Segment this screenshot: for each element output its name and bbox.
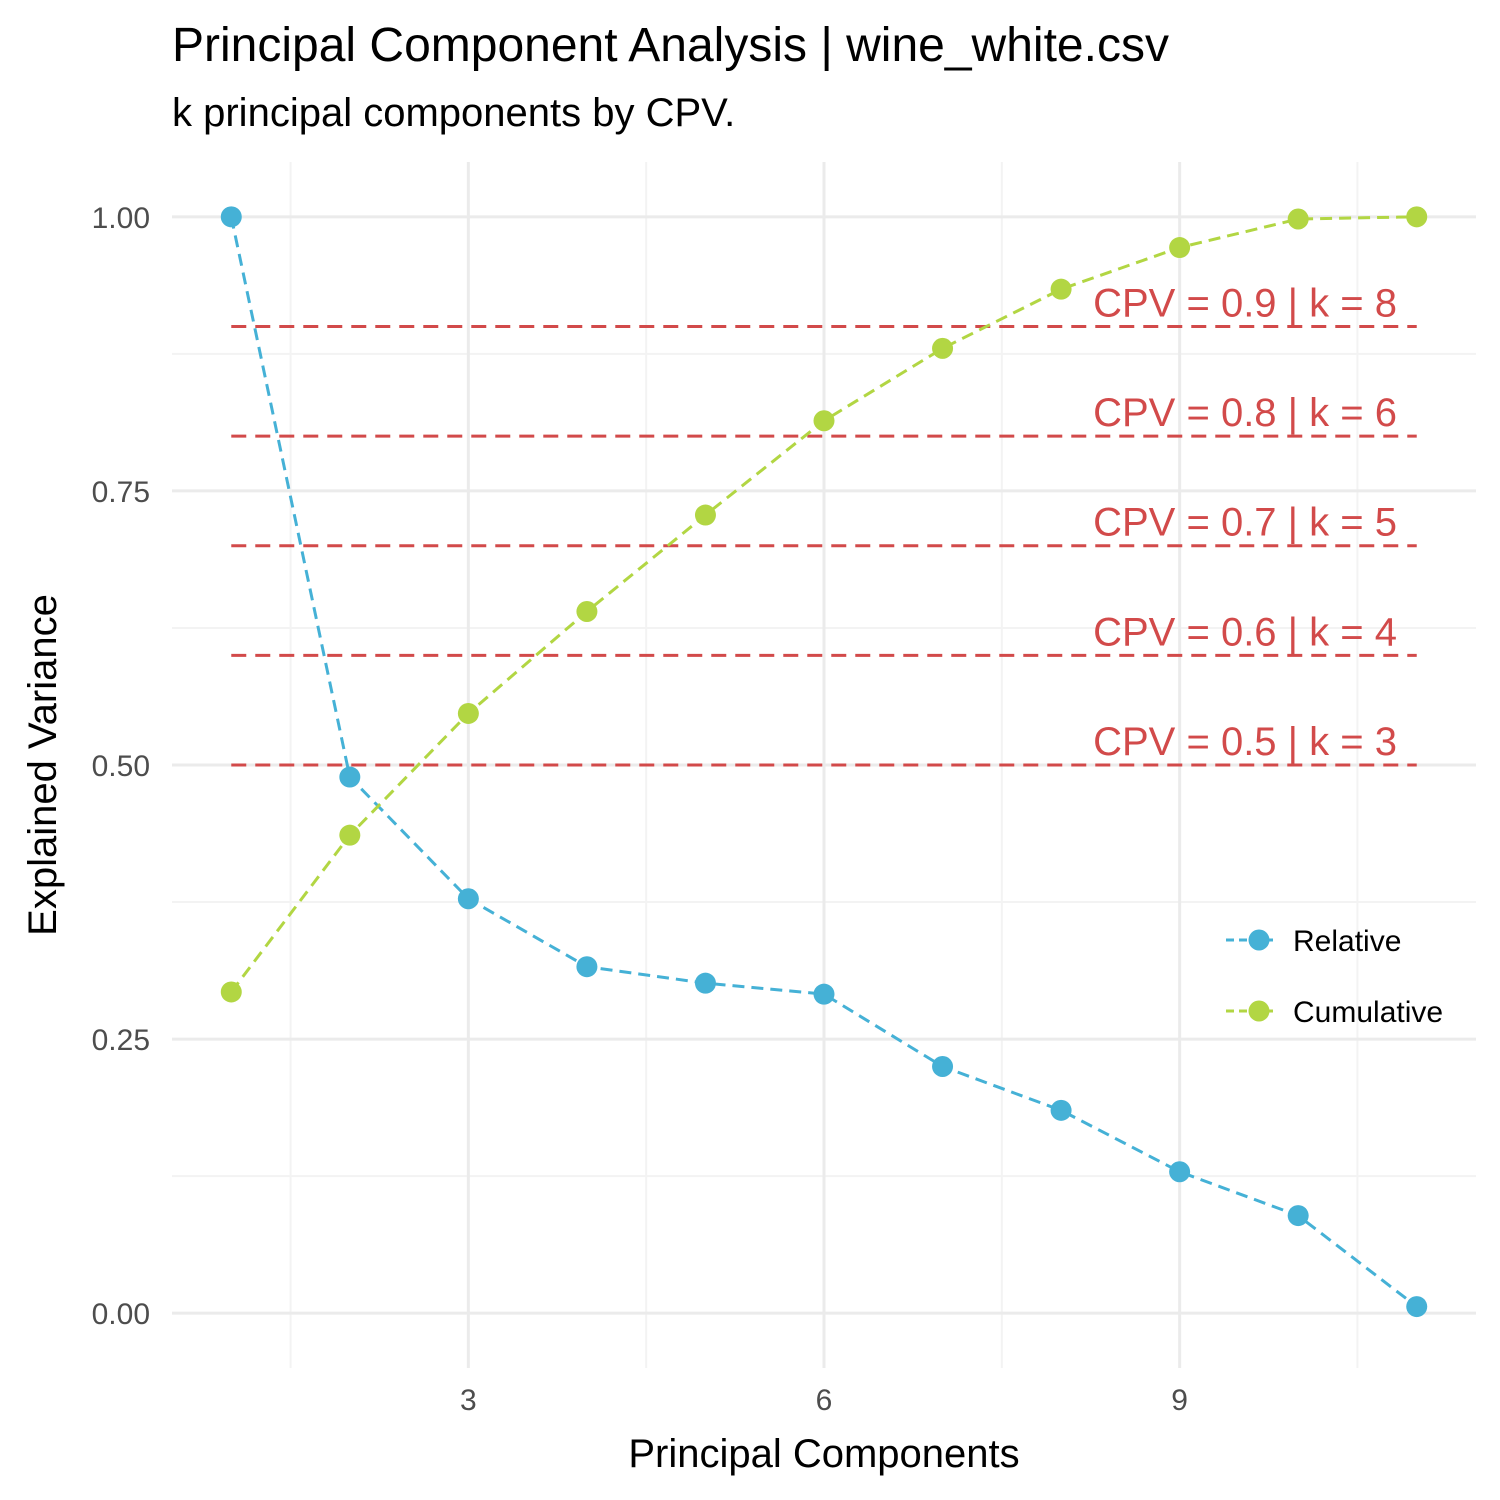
y-tick-label: 0.75 [92,476,150,509]
x-axis-title: Principal Components [628,1432,1019,1476]
series [220,206,1428,1318]
data-point-relative [1287,1205,1309,1227]
x-tick-label: 3 [460,1384,477,1417]
x-tick-label: 6 [816,1384,833,1417]
data-point-relative [457,888,479,910]
y-axis-title: Explained Variance [21,594,65,936]
data-point-cumulative [813,410,835,432]
threshold-label: CPV = 0.5 | k = 3 [1093,720,1397,764]
axes: 3 6 9 0.00 0.25 0.50 0.75 1.00 Principal Compone… [21,202,1188,1476]
threshold-lines [231,324,1417,767]
y-tick-label: 0.25 [92,1024,150,1057]
y-tick-label: 0.00 [92,1298,150,1331]
x-tick-label: 9 [1171,1384,1188,1417]
data-point-relative [1406,1296,1428,1318]
data-point-cumulative [457,702,479,724]
legend-label-relative: Relative [1293,925,1401,958]
data-point-relative [932,1056,954,1077]
data-point-relative [694,972,716,994]
legend-label-cumulative: Cumulative [1293,996,1443,1029]
data-point-cumulative [694,504,716,526]
legend-key-relative [1248,929,1270,951]
data-point-cumulative [932,337,954,359]
data-point-relative [576,956,598,978]
threshold-label: CPV = 0.6 | k = 4 [1093,610,1397,654]
chart-title: Principal Component Analysis | wine_whit… [172,19,1169,72]
threshold-labels: CPV = 0.9 | k = 8 CPV = 0.8 | k = 6 CPV = … [1093,281,1397,764]
threshold-label: CPV = 0.7 | k = 5 [1093,501,1397,545]
data-point-relative [1169,1161,1191,1183]
data-point-cumulative [1169,237,1191,259]
data-point-relative [1050,1099,1072,1121]
data-point-relative [339,766,361,788]
chart-subtitle: k principal components by CPV. [172,91,736,135]
legend: Relative Cumulative [1226,925,1443,1029]
data-point-relative [220,206,242,228]
y-tick-label: 0.50 [92,750,150,783]
data-point-relative [813,983,835,1005]
grid [172,162,1476,1368]
data-point-cumulative [220,981,242,1003]
data-point-cumulative [339,824,361,846]
threshold-label: CPV = 0.8 | k = 6 [1093,391,1397,435]
legend-key-cumulative [1248,1000,1270,1022]
data-point-cumulative [1406,206,1428,228]
data-point-cumulative [1050,278,1072,300]
data-point-cumulative [1287,208,1309,230]
y-tick-label: 1.00 [92,202,150,235]
series-line-relative [229,216,1418,1308]
threshold-label: CPV = 0.9 | k = 8 [1093,281,1397,325]
data-point-cumulative [576,601,598,623]
